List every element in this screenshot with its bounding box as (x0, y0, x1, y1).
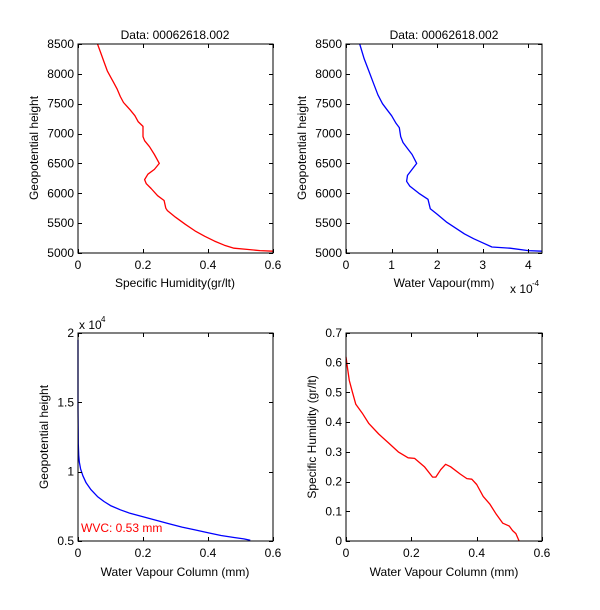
y-tick-label: 1.5 (57, 395, 74, 409)
x-tick-label: 0.6 (265, 258, 282, 272)
x-tick-label: 0.2 (135, 546, 152, 560)
y-tick-label: 8500 (47, 37, 74, 51)
x-axis-label: Water Vapour Column (mm) (101, 565, 250, 579)
y-tick-label: 0.3 (325, 445, 342, 459)
x-tick-label: 0 (343, 258, 350, 272)
x-tick-label: 0 (343, 546, 350, 560)
x-axis-label: Water Vapour Column (mm) (370, 565, 519, 579)
x-tick-label: 2 (434, 258, 441, 272)
y-tick-label: 0.1 (325, 504, 342, 518)
y-tick-label: 1 (67, 465, 74, 479)
y-tick-label: 8000 (47, 67, 74, 81)
y-tick-label: 5000 (315, 246, 342, 260)
wvc-annotation: WVC: 0.53 mm (81, 521, 162, 535)
x-axis-label: Water Vapour(mm) (394, 276, 495, 290)
x-axis-multiplier-exponent: -4 (532, 279, 540, 288)
panel-top-left: Data: 00062618.002 Specific Humidity(gr/… (27, 28, 282, 290)
x-axis-multiplier: x 10 (510, 282, 533, 296)
y-tick-label: 6000 (47, 186, 74, 200)
x-axis-label: Specific Humidity(gr/lt) (115, 276, 235, 290)
panel-bottom-right: Water Vapour Column (mm) Specific Humidi… (305, 326, 551, 579)
x-tick-label: 3 (479, 258, 486, 272)
y-tick-label: 6500 (47, 156, 74, 170)
y-tick-label: 2 (67, 326, 74, 340)
y-tick-label: 6500 (315, 156, 342, 170)
y-tick-label: 6000 (315, 186, 342, 200)
y-axis-multiplier: x 10 (79, 318, 102, 332)
axes-frame (77, 332, 274, 542)
y-tick-label: 0 (335, 534, 342, 548)
x-tick-label: 0.4 (200, 546, 217, 560)
y-tick-label: 5500 (47, 216, 74, 230)
y-axis-multiplier-exponent: 4 (101, 315, 106, 324)
y-tick-label: 0.4 (325, 415, 342, 429)
series-line (77, 339, 251, 541)
x-tick-label: 4 (525, 258, 532, 272)
series-line (359, 43, 543, 252)
axes-frame (77, 43, 274, 254)
x-tick-label: 0.6 (534, 546, 551, 560)
y-tick-label: 0.6 (325, 356, 342, 370)
axes-frame (345, 43, 543, 254)
y-tick-label: 7500 (47, 97, 74, 111)
y-tick-label: 7000 (315, 127, 342, 141)
y-tick-label: 8000 (315, 67, 342, 81)
y-tick-label: 0.7 (325, 326, 342, 340)
y-tick-label: 0.2 (325, 475, 342, 489)
y-tick-label: 0.5 (57, 534, 74, 548)
y-tick-label: 5500 (315, 216, 342, 230)
series-line (345, 356, 520, 542)
panel-title: Data: 00062618.002 (390, 28, 499, 42)
y-tick-label: 0.5 (325, 385, 342, 399)
y-tick-label: 8500 (315, 37, 342, 51)
x-tick-label: 0 (75, 258, 82, 272)
y-axis-label: Specific Humidity (gr/lt) (305, 375, 319, 498)
panel-bottom-left: Water Vapour Column (mm) Geopotential he… (37, 315, 282, 579)
axes-frame (345, 332, 543, 542)
y-axis-label: Geopotential height (37, 384, 51, 489)
x-tick-label: 0.2 (135, 258, 152, 272)
x-tick-label: 0.4 (468, 546, 485, 560)
y-tick-label: 7500 (315, 97, 342, 111)
x-tick-label: 0.4 (200, 258, 217, 272)
panel-title: Data: 00062618.002 (121, 28, 230, 42)
y-tick-label: 5000 (47, 246, 74, 260)
y-axis-label: Geopotential height (27, 95, 41, 200)
series-line (96, 43, 274, 252)
y-axis-label: Geopotential height (295, 95, 309, 200)
y-tick-label: 7000 (47, 127, 74, 141)
x-tick-label: 0.2 (403, 546, 420, 560)
panel-top-right: Data: 00062618.002 Water Vapour(mm) Geop… (295, 28, 543, 296)
x-tick-label: 0 (75, 546, 82, 560)
x-tick-label: 1 (388, 258, 395, 272)
x-tick-label: 0.6 (265, 546, 282, 560)
